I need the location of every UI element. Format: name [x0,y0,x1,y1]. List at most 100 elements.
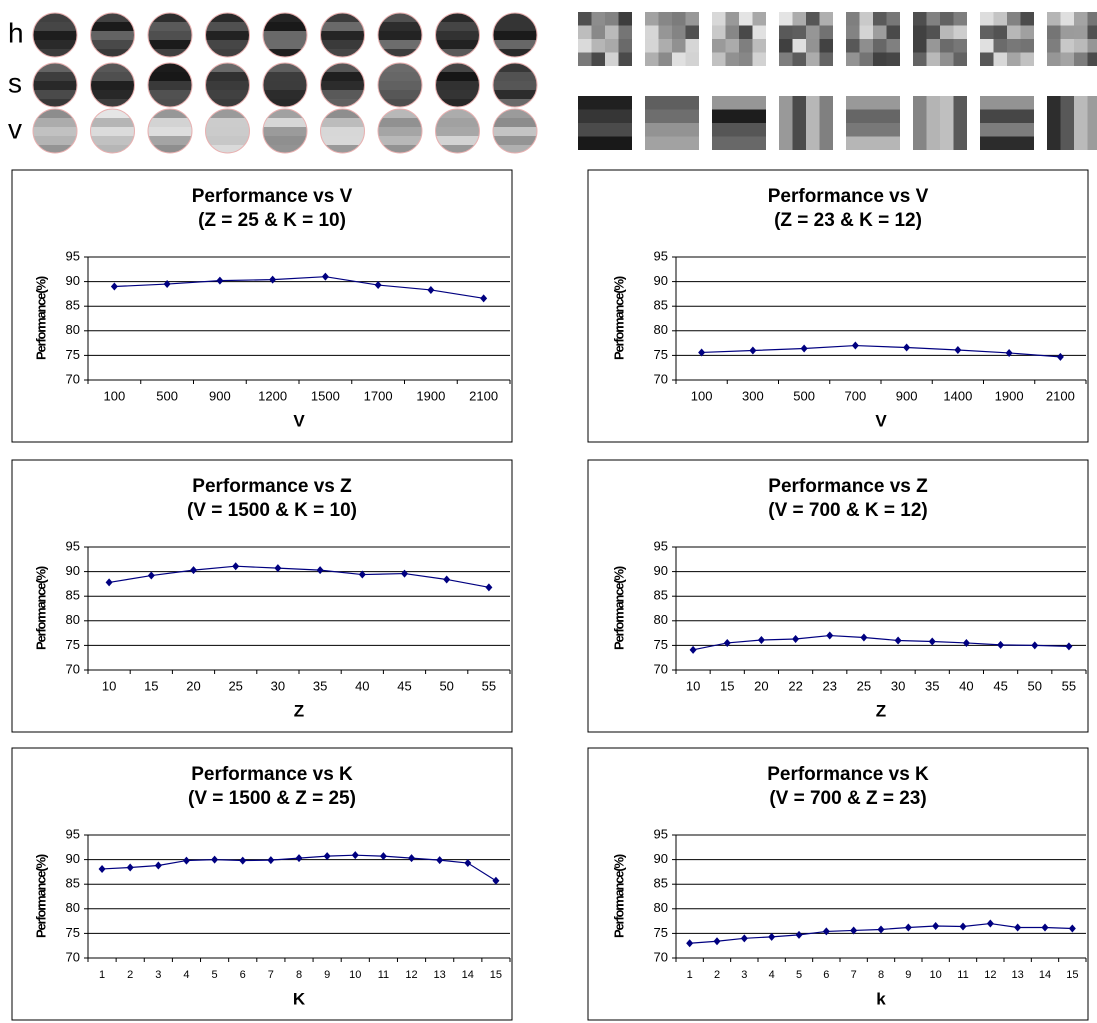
patch-cell [672,39,686,53]
data-point [267,856,275,865]
x-tick-label: 30 [271,678,285,693]
patch-cell [578,52,592,66]
patch-rim [377,12,423,58]
patch-stripe [493,13,537,22]
patch-cell [725,39,739,53]
patch-cell [1007,39,1021,53]
data-point [749,346,757,355]
patch-rim [147,108,193,154]
x-tick-label: 50 [1028,678,1042,693]
patch-stripe [435,72,480,81]
patch-cell [672,52,686,66]
x-tick-label: 10 [102,678,116,693]
patch-cell [819,12,833,26]
row-label: h [8,17,24,48]
patch-stripe [205,145,250,153]
patch-cell [953,39,967,53]
patch-rim [32,108,78,154]
patch-cell [1074,12,1088,26]
patch-cell [1007,25,1021,39]
y-axis-label: Performance(%) [33,854,48,938]
patch-cell [1060,12,1074,26]
data-point [110,282,118,291]
patch-stripe [205,63,250,72]
patch-rim [377,108,423,154]
patch [33,63,77,107]
data-point [997,640,1005,649]
y-tick-label: 70 [66,949,80,964]
patch-stripe [493,118,537,127]
patch-band [578,123,632,137]
patch-stripe [33,99,77,107]
patch-stripe [90,90,135,99]
patch-stripe [320,145,365,153]
patch-stripe [90,31,135,40]
patch-stripe [493,127,537,136]
patch-cell [953,52,967,66]
x-tick-label: 6 [823,969,829,981]
data-point [321,272,329,281]
patch-stripe [263,109,307,118]
patch-band [578,136,632,150]
patch-stripe [148,145,192,153]
patch-stripe [263,49,307,57]
patch-cell [792,52,806,66]
patch-stripe [493,40,537,49]
patch-stripe [435,22,480,31]
patch-cell [940,52,954,66]
patch-cell [859,25,873,39]
y-tick-label: 90 [66,851,80,866]
chart-frame [11,747,513,1021]
patch-stripe [378,118,422,127]
patch [205,109,250,153]
patch-band [645,109,699,123]
y-tick-label: 80 [66,322,80,337]
x-tick-label: 500 [793,388,815,403]
patch-cell [752,12,766,26]
patch-stripe [435,90,480,99]
patch-stripe [148,118,192,127]
patch-rim [435,62,480,108]
x-tick-label: 2100 [1046,388,1075,403]
patch-cell [578,12,592,26]
data-point [436,856,444,865]
patch-stripe [378,90,422,99]
patch-stripe [493,63,537,72]
patch-stripe [435,63,480,72]
x-tick-label: 11 [378,969,389,981]
patch-cell [953,12,967,26]
patch-cell [672,25,686,39]
patch-stripe [90,136,135,145]
data-point [374,281,382,290]
patch-cell [739,12,753,26]
chart-title: Performance vs Z [768,476,928,497]
patch-cell [658,52,672,66]
x-tick-label: 15 [490,969,502,981]
x-tick-label: 35 [925,678,939,693]
patch-cell [980,39,994,53]
patch-cell [792,12,806,26]
patch-stripe [205,109,250,118]
data-point [492,876,500,885]
patch-cell [779,12,793,26]
patch-stripe [148,99,192,107]
patch-band [712,96,766,110]
x-tick-label: 500 [156,388,178,403]
patch-stripe [33,127,77,136]
patch-stripe [148,136,192,145]
patch [493,13,537,57]
patch-cell [913,39,927,53]
y-tick-label: 85 [66,588,80,603]
x-tick-label: 25 [857,678,871,693]
patch [378,63,422,107]
patch-stripe [33,109,77,118]
patch-cell [913,12,927,26]
patch-cell [1020,12,1034,26]
patch [33,109,77,153]
patch-stripe [435,109,480,118]
x-tick-label: 100 [104,388,126,403]
data-point [954,345,962,354]
x-tick-label: 55 [482,678,496,693]
patch-stripe [320,49,365,57]
